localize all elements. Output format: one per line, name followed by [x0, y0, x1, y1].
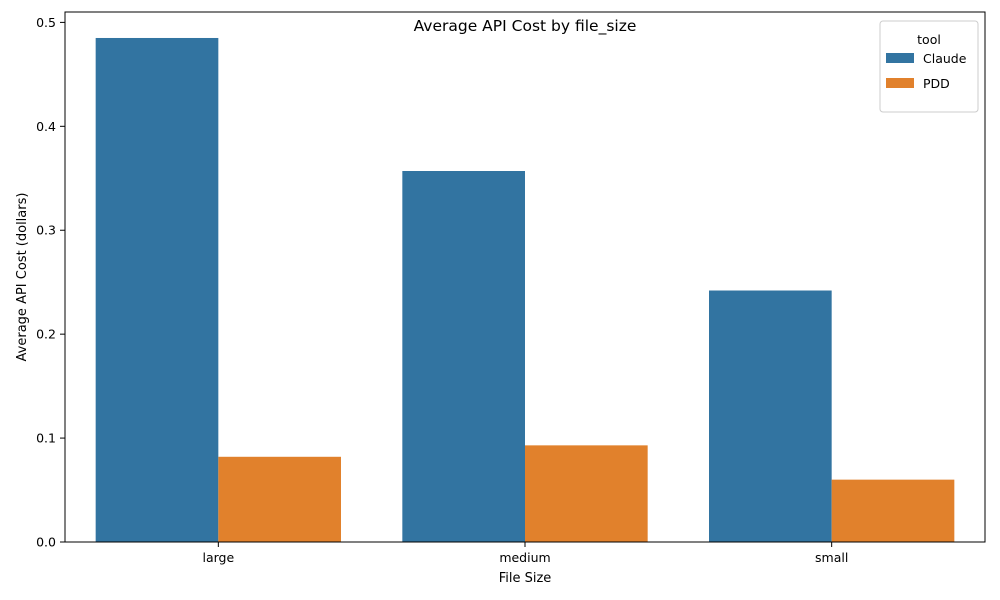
legend-title: tool: [917, 32, 941, 47]
y-axis-ticks: 0.0 0.1 0.2 0.3 0.4 0.5: [36, 15, 65, 550]
legend: tool Claude PDD: [879, 20, 979, 113]
bar-pdd-medium: [525, 445, 648, 542]
bar-claude-medium: [402, 171, 525, 542]
x-axis-label: File Size: [499, 571, 552, 586]
x-tick-label-large: large: [202, 550, 234, 565]
y-axis-label: Average API Cost (dollars): [15, 193, 30, 362]
y-tick-label: 0.5: [36, 15, 56, 30]
legend-label-claude: Claude: [923, 51, 967, 66]
x-axis-ticks: large medium small: [202, 542, 848, 565]
bar-pdd-large: [218, 456, 341, 542]
legend-label-pdd: PDD: [923, 76, 950, 91]
y-tick-label: 0.3: [36, 223, 56, 238]
plot-frame: [64, 11, 986, 543]
chart-title: Average API Cost by file_size: [414, 17, 637, 36]
legend-swatch-pdd: [886, 78, 914, 88]
x-tick-label-medium: medium: [499, 550, 550, 565]
x-tick-label-small: small: [815, 550, 848, 565]
legend-swatch-claude: [886, 53, 914, 63]
bar-claude-small: [709, 290, 832, 542]
y-tick-label: 0.1: [36, 431, 56, 446]
bar-claude-large: [95, 37, 219, 542]
bar-pdd-small: [831, 479, 955, 542]
legend-box: [879, 20, 979, 113]
bars-group: [95, 37, 955, 542]
y-tick-label: 0.0: [36, 535, 56, 550]
y-tick-label: 0.4: [36, 119, 56, 134]
y-tick-label: 0.2: [36, 327, 56, 342]
